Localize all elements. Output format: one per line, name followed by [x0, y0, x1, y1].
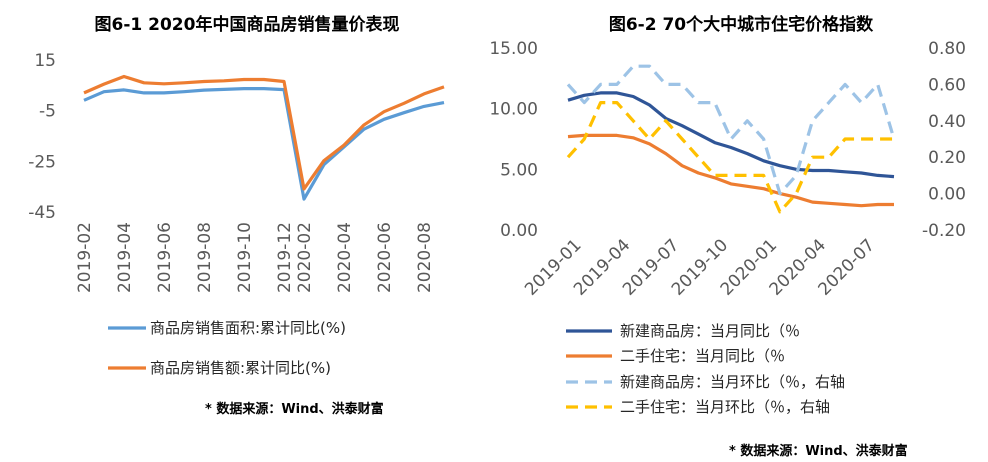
y-left-tick-label: 5.00	[500, 160, 538, 180]
y-right-tick-label: -0.20	[922, 221, 966, 241]
x-tick-label: 2019-04	[115, 222, 135, 293]
x-tick-label: 2019-12	[275, 222, 295, 293]
x-tick-label: 2019-06	[155, 222, 175, 293]
chart-left-plot: 15 -5 -25 -45 2019-02 2019-04 2019-06 2019-08 20…	[28, 51, 445, 377]
y-tick-label: -25	[28, 152, 56, 172]
x-tick-label: 2019-08	[195, 222, 215, 293]
y-tick-label: 15	[34, 51, 56, 71]
series-line-2	[567, 133, 894, 208]
series-line-4	[566, 100, 894, 214]
chart-right-title: 图6-2 70个大中城市住宅价格指数	[608, 15, 874, 35]
series-line-3	[566, 64, 896, 196]
chart-left-source: * 数据来源：Wind、洪泰财富	[205, 402, 384, 417]
y-right-tick-label: 0.00	[928, 185, 966, 205]
legend-label-1: 新建商品房：当月同比（％	[620, 322, 800, 340]
x-tick-label: 2020-04	[335, 222, 355, 293]
legend-label-2: 商品房销售额:累计同比(%)	[150, 359, 331, 377]
y-right-tick-label: 0.80	[928, 39, 966, 59]
legend-label-4: 二手住宅：当月环比（％，右轴	[620, 398, 830, 416]
x-tick-label: 2019-10	[235, 222, 255, 293]
x-tick-label: 2020-06	[375, 222, 395, 293]
y-left-tick-label: 15.00	[489, 39, 538, 59]
x-tick-label: 2020-08	[415, 222, 435, 293]
series-line-1	[567, 91, 895, 179]
y-tick-label: -45	[28, 203, 56, 223]
x-tick-label: 2020-02	[295, 222, 315, 293]
series-line-2	[83, 74, 445, 191]
y-tick-label: -5	[39, 102, 56, 122]
chart-right: 图6-2 70个大中城市住宅价格指数 15.00 10.00 5.00 0.00 0.8…	[489, 0, 988, 462]
chart-right-source: * 数据来源：Wind、洪泰财富	[729, 444, 908, 459]
x-tick-label: 2019-02	[75, 222, 95, 293]
y-right-tick-label: 0.60	[928, 75, 966, 95]
series-line-1	[83, 86, 445, 201]
y-left-tick-label: 0.00	[500, 221, 538, 241]
legend-label-1: 商品房销售面积:累计同比(%)	[150, 319, 346, 337]
legend-label-2: 二手住宅：当月同比（％	[620, 347, 785, 365]
chart-left-title: 图6-1 2020年中国商品房销售量价表现	[94, 15, 400, 35]
y-left-tick-label: 10.00	[489, 100, 538, 120]
chart-left: 图6-1 2020年中国商品房销售量价表现 15 -5 -25 -45 2019-02 2…	[28, 15, 445, 417]
chart-right-plot: 15.00 10.00 5.00 0.00 0.80 0.60 0.40 0.20 0.00 -0…	[489, 39, 966, 416]
y-right-tick-label: 0.40	[928, 112, 966, 132]
legend-label-3: 新建商品房：当月环比（％，右轴	[620, 373, 845, 391]
y-right-tick-label: 0.20	[928, 148, 966, 168]
